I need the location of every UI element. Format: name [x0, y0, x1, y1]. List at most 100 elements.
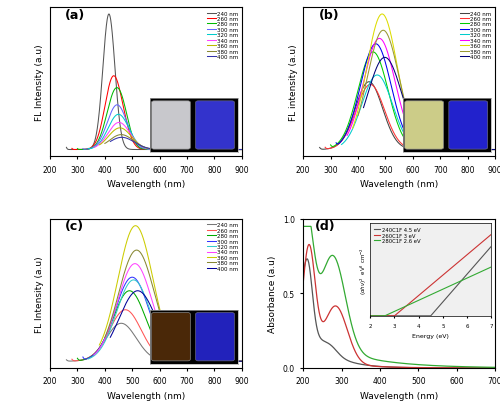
260 nm — [486, 148, 492, 153]
240 nm — [444, 148, 450, 153]
280 nm — [239, 359, 245, 364]
400 nm — [232, 148, 238, 153]
Line: 280 nm: 280 nm — [78, 88, 242, 150]
360 nm — [239, 148, 245, 153]
300 nm — [458, 148, 464, 153]
260 nm — [422, 148, 428, 153]
400 nm — [132, 290, 138, 294]
300 nm — [209, 148, 215, 153]
Line: 360 nm: 360 nm — [352, 15, 495, 150]
260 nm — [214, 359, 220, 364]
360 nm — [173, 148, 179, 153]
240 nm — [165, 148, 171, 153]
400 nm — [108, 335, 114, 340]
280 nm — [146, 324, 152, 329]
X-axis label: Wavelength (nm): Wavelength (nm) — [107, 391, 185, 400]
300 nm — [186, 148, 192, 153]
360 nm — [173, 350, 179, 355]
320 nm — [86, 357, 91, 362]
300 nm — [205, 359, 211, 364]
320 nm — [135, 281, 141, 285]
320 nm — [210, 359, 216, 364]
400 nm — [382, 56, 388, 61]
380 nm — [134, 248, 140, 253]
340 nm — [384, 47, 390, 52]
240 nm — [64, 146, 70, 151]
300 nm — [80, 147, 86, 152]
300 nm — [438, 148, 444, 153]
300 nm — [209, 359, 215, 364]
X-axis label: Wavelength (nm): Wavelength (nm) — [360, 391, 438, 400]
260 nm — [239, 359, 245, 364]
Line: 360 nm: 360 nm — [100, 226, 242, 361]
400 nm — [367, 85, 373, 90]
380 nm — [355, 114, 361, 119]
380 nm — [162, 148, 168, 153]
380 nm — [102, 142, 108, 146]
320 nm — [88, 355, 94, 360]
400 nm — [360, 106, 366, 111]
360 nm — [350, 126, 356, 131]
300 nm — [239, 359, 245, 364]
360 nm — [200, 359, 206, 364]
320 nm — [374, 74, 380, 79]
380 nm — [116, 290, 122, 295]
240 nm — [64, 357, 70, 362]
260 nm — [368, 83, 374, 88]
280 nm — [96, 137, 102, 142]
240 nm — [72, 359, 78, 364]
280 nm — [102, 335, 108, 340]
320 nm — [88, 146, 94, 151]
280 nm — [102, 119, 108, 124]
340 nm — [376, 37, 382, 42]
380 nm — [239, 359, 245, 364]
380 nm — [209, 148, 215, 153]
280 nm — [370, 50, 376, 55]
280 nm — [414, 146, 420, 151]
Line: 300 nm: 300 nm — [336, 45, 495, 150]
260 nm — [169, 358, 175, 363]
340 nm — [482, 148, 488, 153]
260 nm — [452, 148, 458, 153]
360 nm — [98, 339, 104, 344]
340 nm — [146, 147, 152, 152]
340 nm — [344, 134, 350, 139]
Legend: 240 nm, 260 nm, 280 nm, 300 nm, 320 nm, 340 nm, 360 nm, 380 nm, 400 nm: 240 nm, 260 nm, 280 nm, 300 nm, 320 nm, … — [206, 222, 239, 272]
400 nm — [114, 322, 119, 327]
320 nm — [210, 148, 216, 153]
340 nm — [239, 148, 245, 153]
380 nm — [239, 148, 245, 153]
360 nm — [436, 148, 442, 153]
260 nm — [233, 148, 239, 153]
260 nm — [82, 148, 87, 153]
360 nm — [162, 148, 168, 153]
400 nm — [239, 148, 245, 153]
340 nm — [399, 108, 405, 113]
240 nm — [159, 148, 165, 153]
Legend: 240 nm, 260 nm, 280 nm, 300 nm, 320 nm, 340 nm, 360 nm, 380 nm, 400 nm: 240 nm, 260 nm, 280 nm, 300 nm, 320 nm, … — [460, 11, 492, 61]
400 nm — [234, 148, 240, 153]
360 nm — [182, 148, 188, 153]
Line: 240 nm: 240 nm — [66, 15, 242, 150]
280 nm — [164, 148, 170, 153]
360 nm — [492, 148, 498, 153]
340 nm — [198, 148, 204, 153]
280 nm — [96, 346, 102, 351]
300 nm — [114, 103, 120, 108]
320 nm — [422, 147, 428, 152]
260 nm — [335, 143, 341, 148]
320 nm — [120, 116, 126, 121]
340 nm — [132, 261, 138, 266]
280 nm — [161, 148, 167, 153]
380 nm — [464, 148, 470, 153]
340 nm — [110, 314, 116, 319]
300 nm — [186, 359, 192, 364]
240 nm — [418, 148, 424, 153]
380 nm — [212, 148, 218, 153]
260 nm — [217, 148, 223, 153]
240 nm — [326, 147, 332, 152]
400 nm — [486, 148, 492, 153]
Line: 340 nm: 340 nm — [94, 264, 242, 361]
300 nm — [462, 148, 468, 153]
400 nm — [108, 139, 114, 144]
